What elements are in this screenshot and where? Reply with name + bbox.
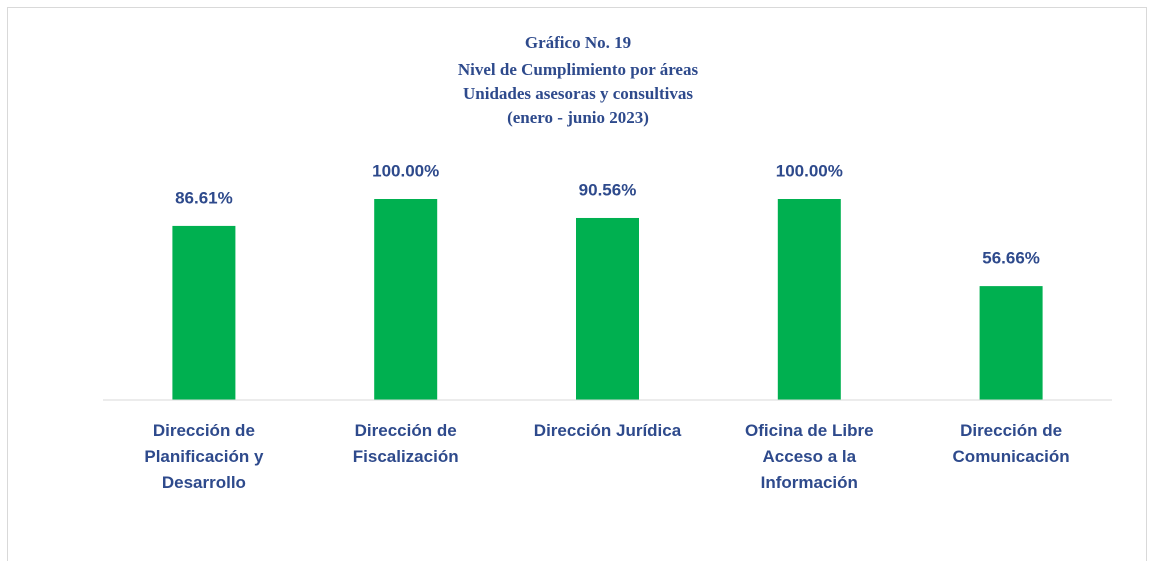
chart-subtitle: (enero - junio 2023) — [507, 108, 649, 127]
value-label: 100.00% — [372, 161, 439, 180]
value-label: 100.00% — [776, 161, 843, 180]
value-label: 86.61% — [175, 188, 233, 207]
bar — [576, 217, 639, 400]
bar — [777, 199, 841, 400]
x-tick-label: Dirección de Comunicación — [952, 421, 1070, 466]
x-tick-label: Dirección de Fiscalización — [352, 421, 459, 466]
bar — [979, 286, 1043, 400]
value-label: 90.56% — [579, 180, 637, 199]
chart-title: Gráfico No. 19 — [525, 33, 631, 52]
chart-subtitle: Unidades asesoras y consultivas — [463, 84, 693, 103]
bar — [374, 199, 438, 400]
bar — [172, 225, 236, 400]
x-tick-label: Dirección Jurídica — [533, 421, 682, 440]
chart-subtitle: Nivel de Cumplimiento por áreas — [458, 60, 699, 79]
x-tick-label: Oficina de Libre Acceso a la Información — [745, 421, 874, 492]
chart-frame — [7, 7, 1147, 561]
x-tick-label: Dirección de Planificación y Desarrollo — [144, 421, 264, 492]
value-label: 56.66% — [982, 249, 1040, 268]
